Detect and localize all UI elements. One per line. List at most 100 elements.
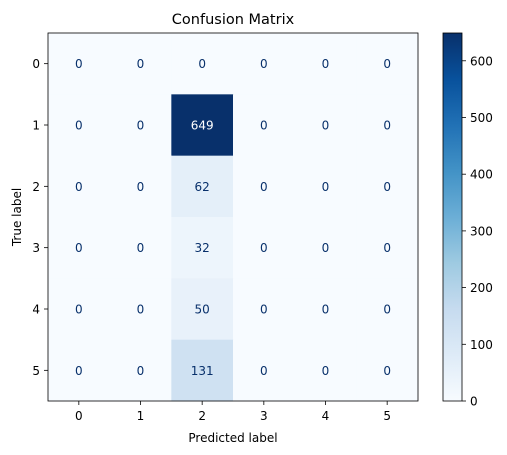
heatmap-cell [294,217,357,279]
heatmap-cell [109,278,172,341]
cell-value-label: 62 [195,180,210,194]
heatmap-cell [171,217,234,279]
heatmap-cell [233,217,296,279]
heatmap-cell [109,217,172,279]
colorbar-tick-label: 500 [470,111,493,125]
heatmap-cells [48,33,419,402]
cell-value-label: 0 [322,119,330,133]
x-tick-label: 1 [137,409,145,423]
x-tick-label: 5 [383,409,391,423]
cell-value-label: 0 [383,180,391,194]
heatmap-cell [356,33,419,95]
colorbar-tick-label: 0 [470,395,478,409]
cell-value-label: 0 [260,364,268,378]
cell-value-label: 0 [137,57,145,71]
cell-value-label: 0 [260,303,268,317]
heatmap-cell-labels: 0 0 0 0 0 0 0 0 649 0 0 0 0 0 62 0 0 0 0 0 32 0 0 0 0 0 50 0 0 0 0 0 131… [75,57,391,378]
cell-value-label: 0 [260,119,268,133]
cell-value-label: 0 [383,364,391,378]
cell-value-label: 0 [137,364,145,378]
heatmap-cell [109,155,172,218]
heatmap-cell [48,217,111,279]
colorbar-tick-label: 400 [470,168,493,182]
cell-value-label: 0 [137,180,145,194]
colorbar-tick-label: 600 [470,54,493,68]
heatmap-cell [48,278,111,341]
y-axis: 0 1 2 3 4 5 [32,57,48,378]
heatmap-cell [109,33,172,95]
x-tick-label: 4 [322,409,330,423]
cell-value-label: 649 [191,119,214,133]
heatmap-cell [109,339,172,402]
y-tick-label: 2 [32,180,40,194]
heatmap-cell [356,155,419,218]
cell-value-label: 0 [383,57,391,71]
y-tick-label: 1 [32,119,40,133]
cell-value-label: 0 [260,241,268,255]
cell-value-label: 0 [260,57,268,71]
cell-value-label: 0 [137,241,145,255]
cell-value-label: 0 [137,303,145,317]
cell-value-label: 0 [383,303,391,317]
heatmap-cell [356,339,419,402]
x-tick-label: 0 [75,409,83,423]
heatmap-cell [109,94,172,157]
heatmap-cell [171,278,234,341]
cell-value-label: 0 [322,241,330,255]
heatmap-cell [171,339,234,402]
heatmap-cell [48,155,111,218]
cell-value-label: 0 [75,180,83,194]
heatmap-cell [356,278,419,341]
cell-value-label: 0 [75,57,83,71]
cell-value-label: 0 [75,119,83,133]
cell-value-label: 0 [383,241,391,255]
chart-title: Confusion Matrix [172,12,295,28]
heatmap-cell [356,94,419,157]
cell-value-label: 0 [322,364,330,378]
cell-value-label: 131 [191,364,214,378]
colorbar-tick-label: 200 [470,281,493,295]
heatmap-cell [233,339,296,402]
heatmap-cell [171,33,234,95]
cell-value-label: 32 [195,241,210,255]
heatmap-cell [171,94,234,157]
x-tick-label: 2 [198,409,206,423]
heatmap-cell [233,155,296,218]
colorbar [442,32,463,402]
heatmap-cell [233,33,296,95]
colorbar-tick-label: 300 [470,224,493,238]
cell-value-label: 0 [198,57,206,71]
heatmap-cell [171,155,234,218]
y-tick-label: 0 [32,57,40,71]
heatmap-cell [48,339,111,402]
x-tick-label: 3 [260,409,268,423]
y-tick-label: 4 [32,303,40,317]
y-tick-label: 3 [32,241,40,255]
heatmap-cell [294,278,357,341]
heatmap-cell [294,33,357,95]
heatmap-cell [48,94,111,157]
heatmap-cell [233,278,296,341]
cell-value-label: 50 [195,303,210,317]
heatmap-cell [48,33,111,95]
heatmap-cell [294,94,357,157]
y-axis-label: True label [10,188,24,247]
cell-value-label: 0 [322,180,330,194]
cell-value-label: 0 [137,119,145,133]
cell-value-label: 0 [75,241,83,255]
y-tick-label: 5 [32,364,40,378]
plot-frame [47,32,419,402]
cell-value-label: 0 [75,364,83,378]
x-axis-label: Predicted label [188,431,277,445]
cell-value-label: 0 [75,303,83,317]
cell-value-label: 0 [322,57,330,71]
cell-value-label: 0 [322,303,330,317]
heatmap-cell [294,339,357,402]
x-axis: 0 1 2 3 4 5 [75,401,391,423]
heatmap-cell [356,217,419,279]
cell-value-label: 0 [383,119,391,133]
colorbar-ticks: 0 100 200 300 400 500 600 [462,54,493,409]
cell-value-label: 0 [260,180,268,194]
colorbar-tick-label: 100 [470,338,493,352]
